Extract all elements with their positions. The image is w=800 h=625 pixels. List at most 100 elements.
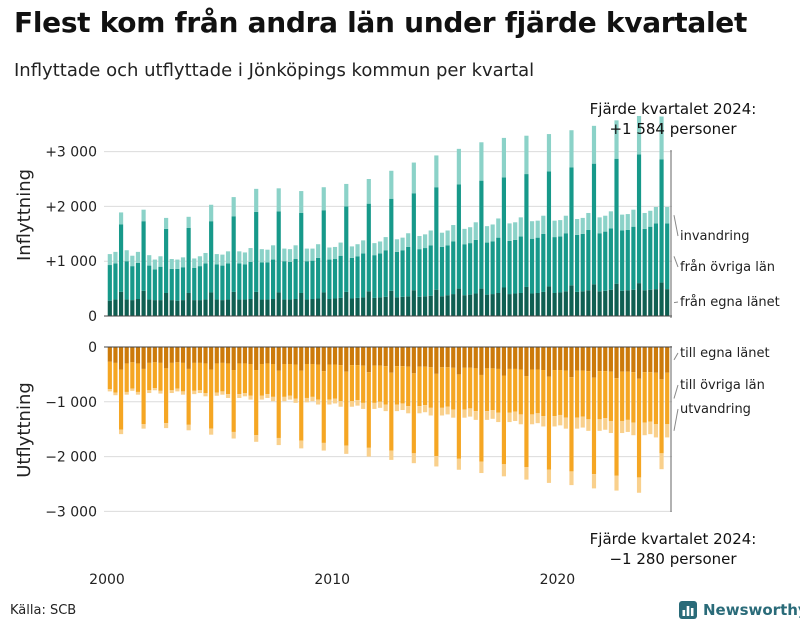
bar-segment xyxy=(327,364,332,400)
x-tick-label: 2020 xyxy=(540,572,576,588)
bar-segment xyxy=(445,347,450,368)
bar-segment xyxy=(524,376,529,468)
bar-segment xyxy=(546,376,552,470)
bar-segment xyxy=(462,244,467,296)
bar-segment xyxy=(507,347,512,369)
bar-segment xyxy=(130,347,135,363)
bar-segment xyxy=(591,284,597,316)
bar-segment xyxy=(147,347,152,363)
bar-segment xyxy=(445,367,450,407)
bar-segment xyxy=(496,292,501,316)
bar-segment xyxy=(192,258,197,268)
bar-segment xyxy=(321,347,326,372)
bar-segment xyxy=(175,347,180,363)
bar-segment xyxy=(197,390,202,394)
bar-segment xyxy=(242,363,248,394)
bar-segment xyxy=(332,259,338,299)
bar-segment xyxy=(434,187,439,290)
bar-segment xyxy=(439,246,445,297)
legend-label: utvandring xyxy=(680,402,751,417)
bar-segment xyxy=(158,300,163,316)
bar-segment xyxy=(608,289,613,316)
bar-segment xyxy=(620,230,625,291)
bar-segment xyxy=(631,209,636,227)
bar-segment xyxy=(659,379,664,454)
bar-segment xyxy=(653,223,659,290)
bar-segment xyxy=(276,292,281,316)
bar-segment xyxy=(158,266,163,301)
bar-segment xyxy=(546,347,552,377)
bar-segment xyxy=(389,372,394,451)
bar-segment xyxy=(203,363,208,394)
bar-segment xyxy=(169,390,174,394)
bar-segment xyxy=(394,404,400,412)
bar-segment xyxy=(411,162,416,194)
bar-segment xyxy=(597,347,602,372)
bar-segment xyxy=(377,253,383,298)
bar-segment xyxy=(220,254,225,266)
bar-segment xyxy=(541,416,546,427)
bar-segment xyxy=(147,265,152,300)
bar-segment xyxy=(383,404,388,412)
bar-segment xyxy=(462,228,467,245)
bar-segment xyxy=(518,369,523,415)
bar-segment xyxy=(417,406,422,414)
bar-segment xyxy=(541,233,546,292)
bar-segment xyxy=(141,368,146,425)
bar-segment xyxy=(569,471,574,486)
bar-segment xyxy=(456,148,461,185)
bar-segment xyxy=(552,347,557,371)
bar-segment xyxy=(513,293,518,316)
bar-segment xyxy=(648,347,653,373)
bar-segment xyxy=(203,347,208,364)
x-tick-label: 2010 xyxy=(314,572,350,588)
bar-segment xyxy=(439,296,445,316)
bar-segment xyxy=(439,407,445,416)
bar-segment xyxy=(490,410,495,419)
bar-segment xyxy=(586,212,591,230)
bar-segment xyxy=(406,347,411,367)
bar-segment xyxy=(580,370,585,417)
bar-segment xyxy=(603,418,608,430)
bar-segment xyxy=(271,259,276,300)
bar-segment xyxy=(490,368,495,411)
bar-segment xyxy=(316,298,321,316)
bar-segment xyxy=(316,244,321,258)
bar-segment xyxy=(496,347,501,369)
bar-segment xyxy=(642,347,647,373)
bar-segment xyxy=(361,365,366,403)
bar-segment xyxy=(254,347,259,371)
bar-segment xyxy=(513,368,518,412)
bar-segment xyxy=(648,372,653,422)
bar-segment xyxy=(411,347,416,374)
bar-segment xyxy=(135,391,141,395)
bar-segment xyxy=(473,239,478,294)
bar-segment xyxy=(231,431,236,439)
bar-segment xyxy=(513,411,518,421)
bar-segment xyxy=(164,347,169,369)
legend-leader xyxy=(673,408,679,431)
bar-segment xyxy=(620,290,625,316)
bar-segment xyxy=(400,250,405,297)
bar-segment xyxy=(456,184,461,289)
bar-segment xyxy=(484,347,490,369)
bar-segment xyxy=(366,179,371,204)
bar-segment xyxy=(591,474,597,489)
bar-segment xyxy=(389,198,394,291)
bar-segment xyxy=(130,255,135,267)
bar-segment xyxy=(614,283,619,316)
bar-segment xyxy=(118,291,124,316)
bar-segment xyxy=(377,401,383,408)
bar-segment xyxy=(287,249,293,262)
bar-segment xyxy=(327,347,332,365)
bar-segment xyxy=(417,366,422,407)
gridlines xyxy=(104,151,672,512)
bar-segment xyxy=(231,291,236,316)
bar-segment xyxy=(541,370,546,417)
bar-segment xyxy=(591,125,597,164)
bar-segment xyxy=(332,398,338,404)
bar-segment xyxy=(535,237,540,293)
bar-segment xyxy=(417,296,422,316)
newsworthy-icon xyxy=(679,601,697,619)
bar-segment xyxy=(608,228,613,290)
